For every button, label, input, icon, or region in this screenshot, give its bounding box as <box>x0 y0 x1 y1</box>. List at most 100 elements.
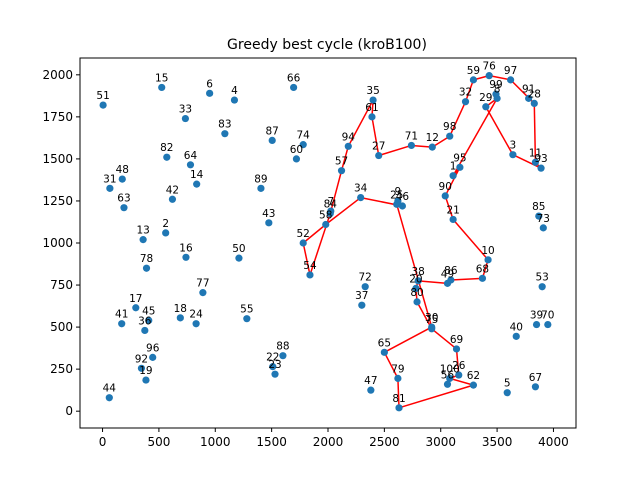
x-tick-label: 1000 <box>200 435 231 449</box>
point-label: 91 <box>522 83 535 95</box>
data-point <box>132 304 140 312</box>
point-label: 71 <box>405 130 418 142</box>
data-point <box>120 204 128 212</box>
point-label: 3 <box>510 140 517 152</box>
point-label: 25 <box>390 189 403 201</box>
data-point <box>299 141 307 149</box>
data-point <box>361 283 369 291</box>
point-label: 85 <box>532 201 545 213</box>
data-point <box>530 99 538 108</box>
data-point <box>428 325 436 333</box>
point-label: 51 <box>96 90 109 102</box>
data-point <box>503 389 511 397</box>
data-point <box>299 239 307 247</box>
y-tick-label: 1000 <box>42 236 73 250</box>
point-label: 84 <box>324 199 338 211</box>
point-label: 21 <box>446 204 459 216</box>
point-label: 82 <box>160 142 173 154</box>
data-point <box>99 101 107 109</box>
y-tick-label: 1500 <box>42 152 73 166</box>
data-point <box>322 220 330 229</box>
data-point <box>485 72 493 80</box>
data-point <box>456 163 464 171</box>
data-point <box>443 380 452 388</box>
point-label: 13 <box>136 225 149 237</box>
point-label: 5 <box>504 378 511 390</box>
point-label: 55 <box>240 304 253 316</box>
point-label: 74 <box>297 130 311 142</box>
point-label: 45 <box>142 305 155 317</box>
point-label: 90 <box>439 181 452 193</box>
x-tick-label: 0 <box>99 435 107 449</box>
cycle-edge <box>512 154 542 169</box>
cycle-edge <box>489 74 511 81</box>
point-label: 61 <box>365 102 378 114</box>
point-label: 68 <box>476 263 489 275</box>
point-label: 18 <box>174 303 187 315</box>
point-label: 17 <box>129 293 142 305</box>
data-point <box>290 83 298 92</box>
cycle-edge <box>455 348 460 376</box>
point-label: 49 <box>441 268 454 280</box>
data-point <box>265 219 273 227</box>
x-tick-label: 2500 <box>369 435 400 449</box>
data-point <box>525 94 533 102</box>
point-label: 41 <box>115 309 128 321</box>
point-label: 12 <box>426 132 439 144</box>
cycle-edge <box>444 166 461 197</box>
data-point <box>199 289 207 297</box>
cycle-edge <box>418 280 448 285</box>
data-point <box>357 193 365 202</box>
point-label: 59 <box>467 65 480 77</box>
data-point <box>337 167 346 175</box>
point-label: 27 <box>372 141 385 153</box>
data-point <box>139 236 147 244</box>
point-label: 58 <box>319 210 332 222</box>
point-label: 94 <box>342 131 356 143</box>
x-tick-label: 4000 <box>538 435 569 449</box>
point-label: 96 <box>146 342 160 354</box>
data-point <box>306 271 314 279</box>
point-label: 28 <box>528 88 541 100</box>
y-tick-label: 2000 <box>42 68 73 82</box>
data-point <box>142 264 151 272</box>
data-point <box>449 215 457 224</box>
data-point <box>235 254 243 262</box>
data-point <box>279 352 287 360</box>
data-point <box>398 202 406 210</box>
point-label: 33 <box>179 104 192 116</box>
y-tick-label: 250 <box>50 362 73 376</box>
point-label: 79 <box>391 363 404 375</box>
point-label: 22 <box>266 352 279 364</box>
cycle-edge <box>302 242 311 276</box>
data-point <box>181 114 189 123</box>
data-point <box>158 83 166 92</box>
data-point <box>206 89 214 97</box>
data-point <box>271 370 279 378</box>
point-label: 42 <box>166 184 179 196</box>
cycle-edge <box>398 384 474 409</box>
point-label: 63 <box>117 193 130 205</box>
point-label: 64 <box>184 150 198 162</box>
point-label: 57 <box>335 156 348 168</box>
data-point <box>509 151 517 159</box>
point-label: 60 <box>290 144 303 156</box>
data-point <box>538 283 546 291</box>
cycle-edge <box>340 146 350 171</box>
point-label: 1 <box>450 161 457 173</box>
cycle-edge <box>397 378 400 408</box>
data-point <box>149 353 157 361</box>
data-point <box>532 320 541 329</box>
data-point <box>375 151 383 160</box>
point-label: 39 <box>530 310 543 322</box>
point-label: 19 <box>139 365 152 377</box>
point-label: 53 <box>535 272 548 284</box>
data-point <box>393 200 401 208</box>
point-label: 8 <box>494 83 501 95</box>
data-point <box>412 284 420 293</box>
cycle-edge <box>485 106 514 156</box>
data-point <box>118 320 126 328</box>
y-tick-label: 500 <box>50 320 73 334</box>
data-point <box>105 394 113 402</box>
data-point <box>106 184 114 192</box>
